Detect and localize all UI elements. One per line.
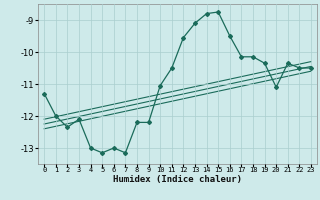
X-axis label: Humidex (Indice chaleur): Humidex (Indice chaleur) [113,175,242,184]
